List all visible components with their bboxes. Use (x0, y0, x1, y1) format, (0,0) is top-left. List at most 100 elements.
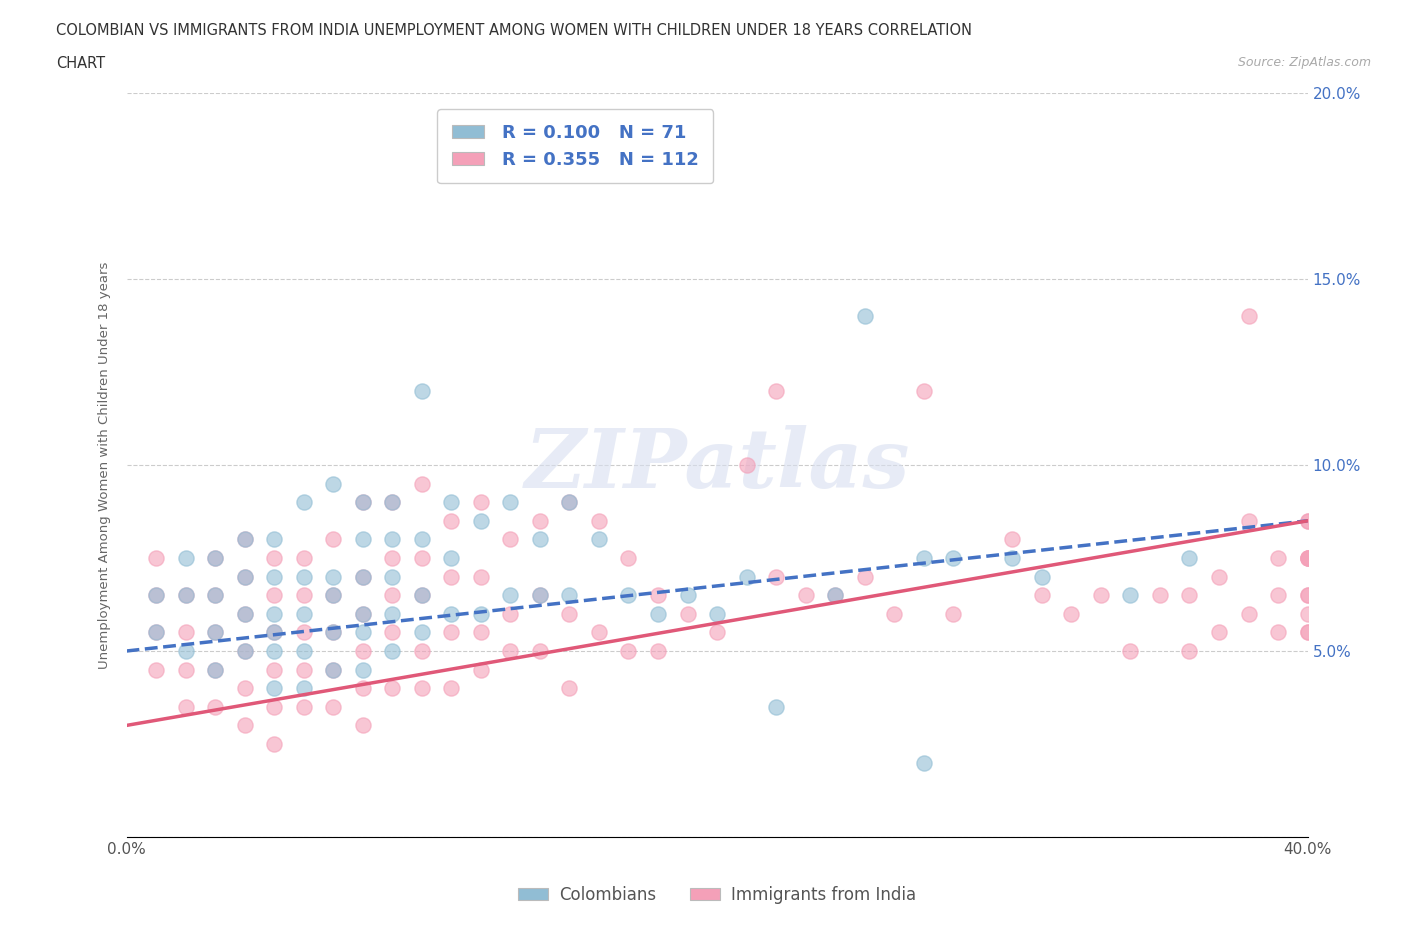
Point (1237, 606, 1260, 621)
Point (1178, 551, 1201, 565)
Point (233, 681, 256, 696)
Point (292, 699, 315, 714)
Point (352, 606, 374, 621)
Point (1267, 588, 1289, 603)
Point (145, 588, 167, 603)
Point (765, 383, 787, 398)
Point (233, 606, 256, 621)
Point (588, 532, 610, 547)
Point (381, 644, 404, 658)
Point (499, 588, 522, 603)
Point (352, 625, 374, 640)
Point (588, 625, 610, 640)
Point (381, 681, 404, 696)
Point (1237, 309, 1260, 324)
Point (322, 569, 344, 584)
Point (1119, 588, 1142, 603)
Point (1296, 551, 1319, 565)
Point (647, 606, 669, 621)
Point (529, 588, 551, 603)
Point (1149, 588, 1171, 603)
Point (411, 625, 433, 640)
Point (381, 625, 404, 640)
Point (204, 551, 226, 565)
Point (292, 625, 315, 640)
Point (322, 699, 344, 714)
Point (352, 495, 374, 510)
Point (292, 569, 315, 584)
Point (499, 495, 522, 510)
Point (381, 495, 404, 510)
Point (174, 644, 197, 658)
Point (263, 662, 285, 677)
Point (174, 625, 197, 640)
Point (558, 681, 581, 696)
Point (352, 495, 374, 510)
Point (381, 551, 404, 565)
Point (263, 625, 285, 640)
Point (233, 644, 256, 658)
Point (411, 588, 433, 603)
Point (440, 569, 463, 584)
Point (706, 606, 728, 621)
Point (263, 644, 285, 658)
Point (617, 644, 640, 658)
Point (381, 495, 404, 510)
Point (292, 588, 315, 603)
Point (1208, 625, 1230, 640)
Point (499, 644, 522, 658)
Point (263, 532, 285, 547)
Text: Source: ZipAtlas.com: Source: ZipAtlas.com (1237, 56, 1371, 69)
Point (352, 569, 374, 584)
Point (470, 513, 492, 528)
Point (765, 699, 787, 714)
Point (145, 662, 167, 677)
Point (322, 662, 344, 677)
Point (1208, 569, 1230, 584)
Point (233, 532, 256, 547)
Point (322, 588, 344, 603)
Point (470, 625, 492, 640)
Point (440, 625, 463, 640)
Point (204, 551, 226, 565)
Point (499, 532, 522, 547)
Point (292, 606, 315, 621)
Point (529, 513, 551, 528)
Text: COLOMBIAN VS IMMIGRANTS FROM INDIA UNEMPLOYMENT AMONG WOMEN WITH CHILDREN UNDER : COLOMBIAN VS IMMIGRANTS FROM INDIA UNEMP… (56, 23, 972, 38)
Point (381, 569, 404, 584)
Legend: Colombians, Immigrants from India: Colombians, Immigrants from India (510, 879, 924, 910)
Point (1296, 551, 1319, 565)
Point (322, 532, 344, 547)
Point (174, 588, 197, 603)
Point (292, 644, 315, 658)
Point (647, 644, 669, 658)
Point (1001, 551, 1024, 565)
Point (470, 606, 492, 621)
Point (1296, 551, 1319, 565)
Point (292, 551, 315, 565)
Point (1090, 588, 1112, 603)
Point (735, 569, 758, 584)
Point (440, 513, 463, 528)
Point (174, 588, 197, 603)
Point (499, 606, 522, 621)
Point (352, 681, 374, 696)
Point (912, 383, 935, 398)
Point (529, 644, 551, 658)
Text: CHART: CHART (56, 56, 105, 71)
Point (145, 625, 167, 640)
Point (1178, 644, 1201, 658)
Point (233, 532, 256, 547)
Point (381, 606, 404, 621)
Point (204, 588, 226, 603)
Point (529, 588, 551, 603)
Point (558, 495, 581, 510)
Point (145, 588, 167, 603)
Point (322, 476, 344, 491)
Point (676, 588, 699, 603)
Point (233, 606, 256, 621)
Point (204, 662, 226, 677)
Point (558, 606, 581, 621)
Point (322, 625, 344, 640)
Point (942, 606, 965, 621)
